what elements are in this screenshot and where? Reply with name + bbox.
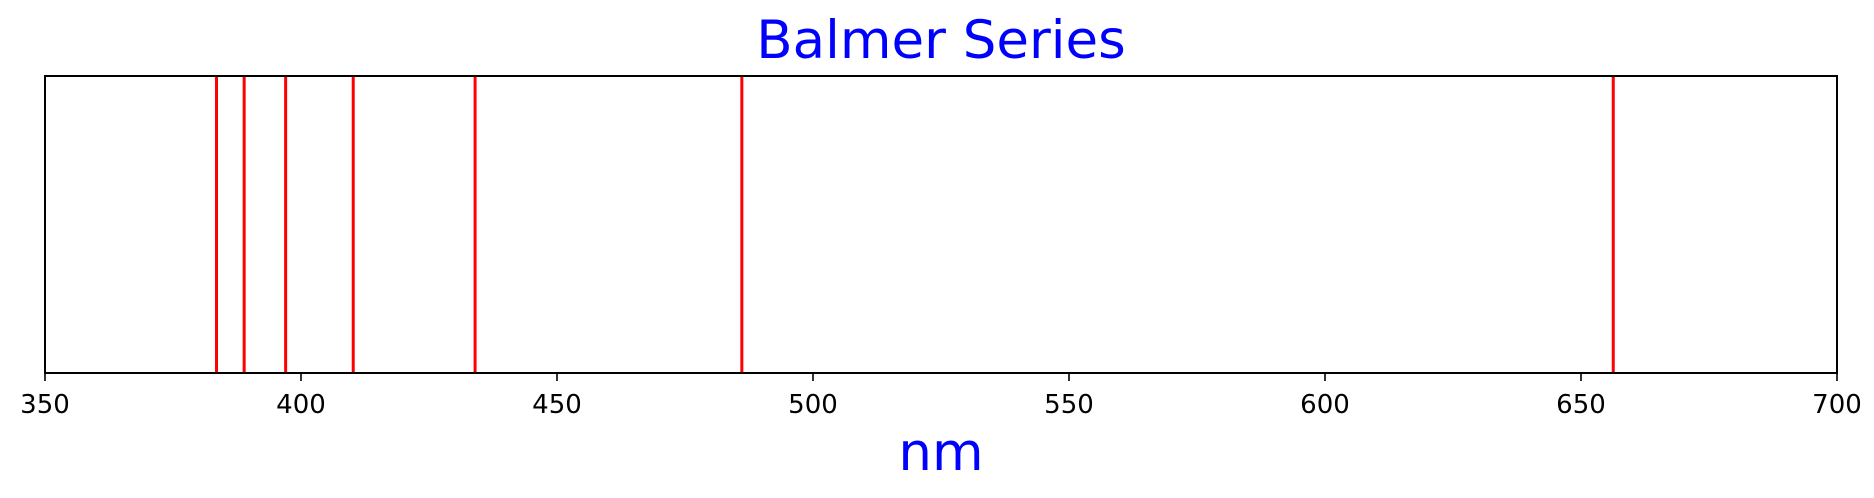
x-axis-ticks: 350 400 450 500 550 600 650 700 (20, 373, 1862, 420)
x-tick-label: 550 (1044, 390, 1094, 420)
x-tick-label: 600 (1300, 390, 1350, 420)
x-tick-label: 400 (276, 390, 326, 420)
chart-title: Balmer Series (756, 10, 1125, 71)
x-tick-label: 500 (788, 390, 838, 420)
x-axis-label: nm (898, 422, 983, 483)
x-tick-label: 350 (20, 390, 70, 420)
x-tick-label: 450 (532, 390, 582, 420)
x-tick-label: 700 (1812, 390, 1862, 420)
plot-frame (44, 75, 1838, 374)
x-tick-label: 650 (1556, 390, 1606, 420)
spectral-lines-group (215, 76, 1615, 373)
